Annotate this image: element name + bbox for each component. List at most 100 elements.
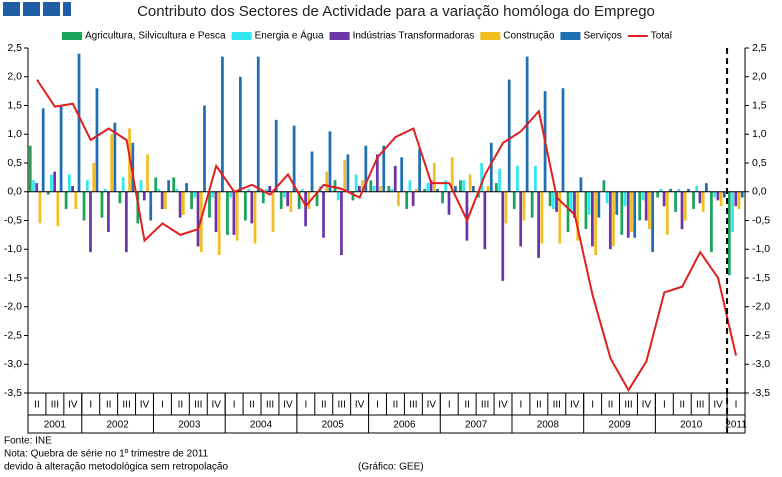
- bar: [415, 188, 418, 192]
- y2-tick-label: -2,0: [752, 301, 770, 313]
- bar: [214, 191, 218, 232]
- bar: [727, 191, 731, 276]
- bar: [584, 191, 588, 230]
- bar: [530, 191, 534, 218]
- line: [36, 79, 738, 393]
- bar: [274, 119, 278, 192]
- bar: [459, 180, 462, 192]
- bar: [683, 191, 687, 221]
- bar: [325, 171, 329, 192]
- bar: [64, 191, 68, 209]
- x-tick-label: IV: [427, 400, 437, 411]
- bar: [41, 108, 45, 192]
- x-tick-label: IV: [68, 400, 78, 411]
- legend-swatch: [62, 32, 82, 40]
- x-tick-label: I: [376, 400, 379, 411]
- bar: [447, 191, 451, 215]
- y2-tick-label: -3,5: [752, 387, 770, 399]
- bar: [397, 191, 400, 207]
- x-tick-label: IV: [283, 400, 293, 411]
- year-label: 2005: [322, 420, 345, 431]
- bar: [50, 174, 53, 192]
- bar: [579, 177, 583, 192]
- x-tick-label: III: [624, 400, 632, 411]
- x-tick-label: IV: [498, 400, 508, 411]
- x-tick-label: II: [536, 400, 542, 411]
- bar: [256, 56, 260, 192]
- bar: [674, 191, 677, 212]
- bar: [477, 191, 480, 198]
- bar: [185, 183, 188, 192]
- y2-tick-label: -3,0: [752, 358, 770, 370]
- x-tick-label: I: [663, 400, 666, 411]
- bar: [286, 191, 290, 207]
- bar: [149, 191, 153, 221]
- bar: [107, 191, 110, 232]
- bar: [516, 165, 519, 192]
- bar: [175, 188, 179, 192]
- bar: [669, 188, 672, 192]
- y2-tick-label: 0,5: [752, 157, 767, 169]
- bar: [405, 191, 409, 209]
- bar: [569, 191, 573, 212]
- bar: [315, 191, 319, 207]
- bar: [534, 165, 537, 192]
- bar: [740, 191, 744, 198]
- y2-tick-label: 0,0: [752, 186, 767, 198]
- bar: [623, 191, 627, 207]
- bar: [208, 191, 211, 218]
- bar: [387, 186, 391, 192]
- bar: [737, 191, 741, 209]
- bar: [612, 191, 615, 247]
- bar: [662, 191, 666, 207]
- bar: [261, 191, 265, 204]
- y-tick-label: -1,5: [4, 272, 22, 284]
- bar: [190, 191, 193, 209]
- logo-square: [23, 2, 40, 16]
- x-tick-label: III: [553, 400, 561, 411]
- y2-tick-label: 1,0: [752, 128, 767, 140]
- bar: [271, 191, 275, 232]
- bar: [38, 191, 42, 224]
- bar: [651, 191, 654, 253]
- bar: [692, 191, 695, 209]
- bar: [297, 191, 301, 209]
- x-tick-label: IV: [642, 400, 652, 411]
- bar: [677, 188, 681, 192]
- bar: [32, 180, 35, 192]
- bar: [160, 191, 164, 209]
- bar: [722, 191, 726, 198]
- bar: [131, 142, 135, 192]
- y-tick-label: 0,5: [7, 157, 22, 169]
- legend-label: Indústrias Transformadoras: [353, 31, 475, 42]
- bar: [423, 188, 426, 192]
- bar: [594, 191, 597, 255]
- year-label: 2008: [537, 420, 560, 431]
- bar: [211, 191, 215, 198]
- bar: [719, 191, 723, 207]
- x-tick-label: I: [89, 400, 92, 411]
- bar: [494, 183, 498, 192]
- bar: [400, 157, 404, 192]
- bar: [333, 180, 337, 192]
- bar: [665, 191, 669, 235]
- year-label: 2001: [44, 420, 67, 431]
- x-tick-label: II: [464, 400, 470, 411]
- bar: [626, 191, 630, 238]
- bar: [253, 191, 257, 244]
- year-label: 2007: [465, 420, 488, 431]
- bar: [250, 191, 254, 224]
- bar: [232, 191, 236, 235]
- bar: [454, 186, 457, 192]
- bar: [698, 191, 702, 204]
- legend-swatch: [480, 32, 501, 40]
- x-tick-label: II: [393, 400, 399, 411]
- legend-swatch: [231, 32, 252, 40]
- y2-tick-label: 2,0: [752, 71, 767, 83]
- bar: [226, 191, 229, 235]
- year-label: 2002: [107, 420, 130, 431]
- bar: [217, 191, 221, 255]
- bar: [243, 191, 247, 221]
- bar: [468, 174, 472, 192]
- bar: [480, 163, 483, 192]
